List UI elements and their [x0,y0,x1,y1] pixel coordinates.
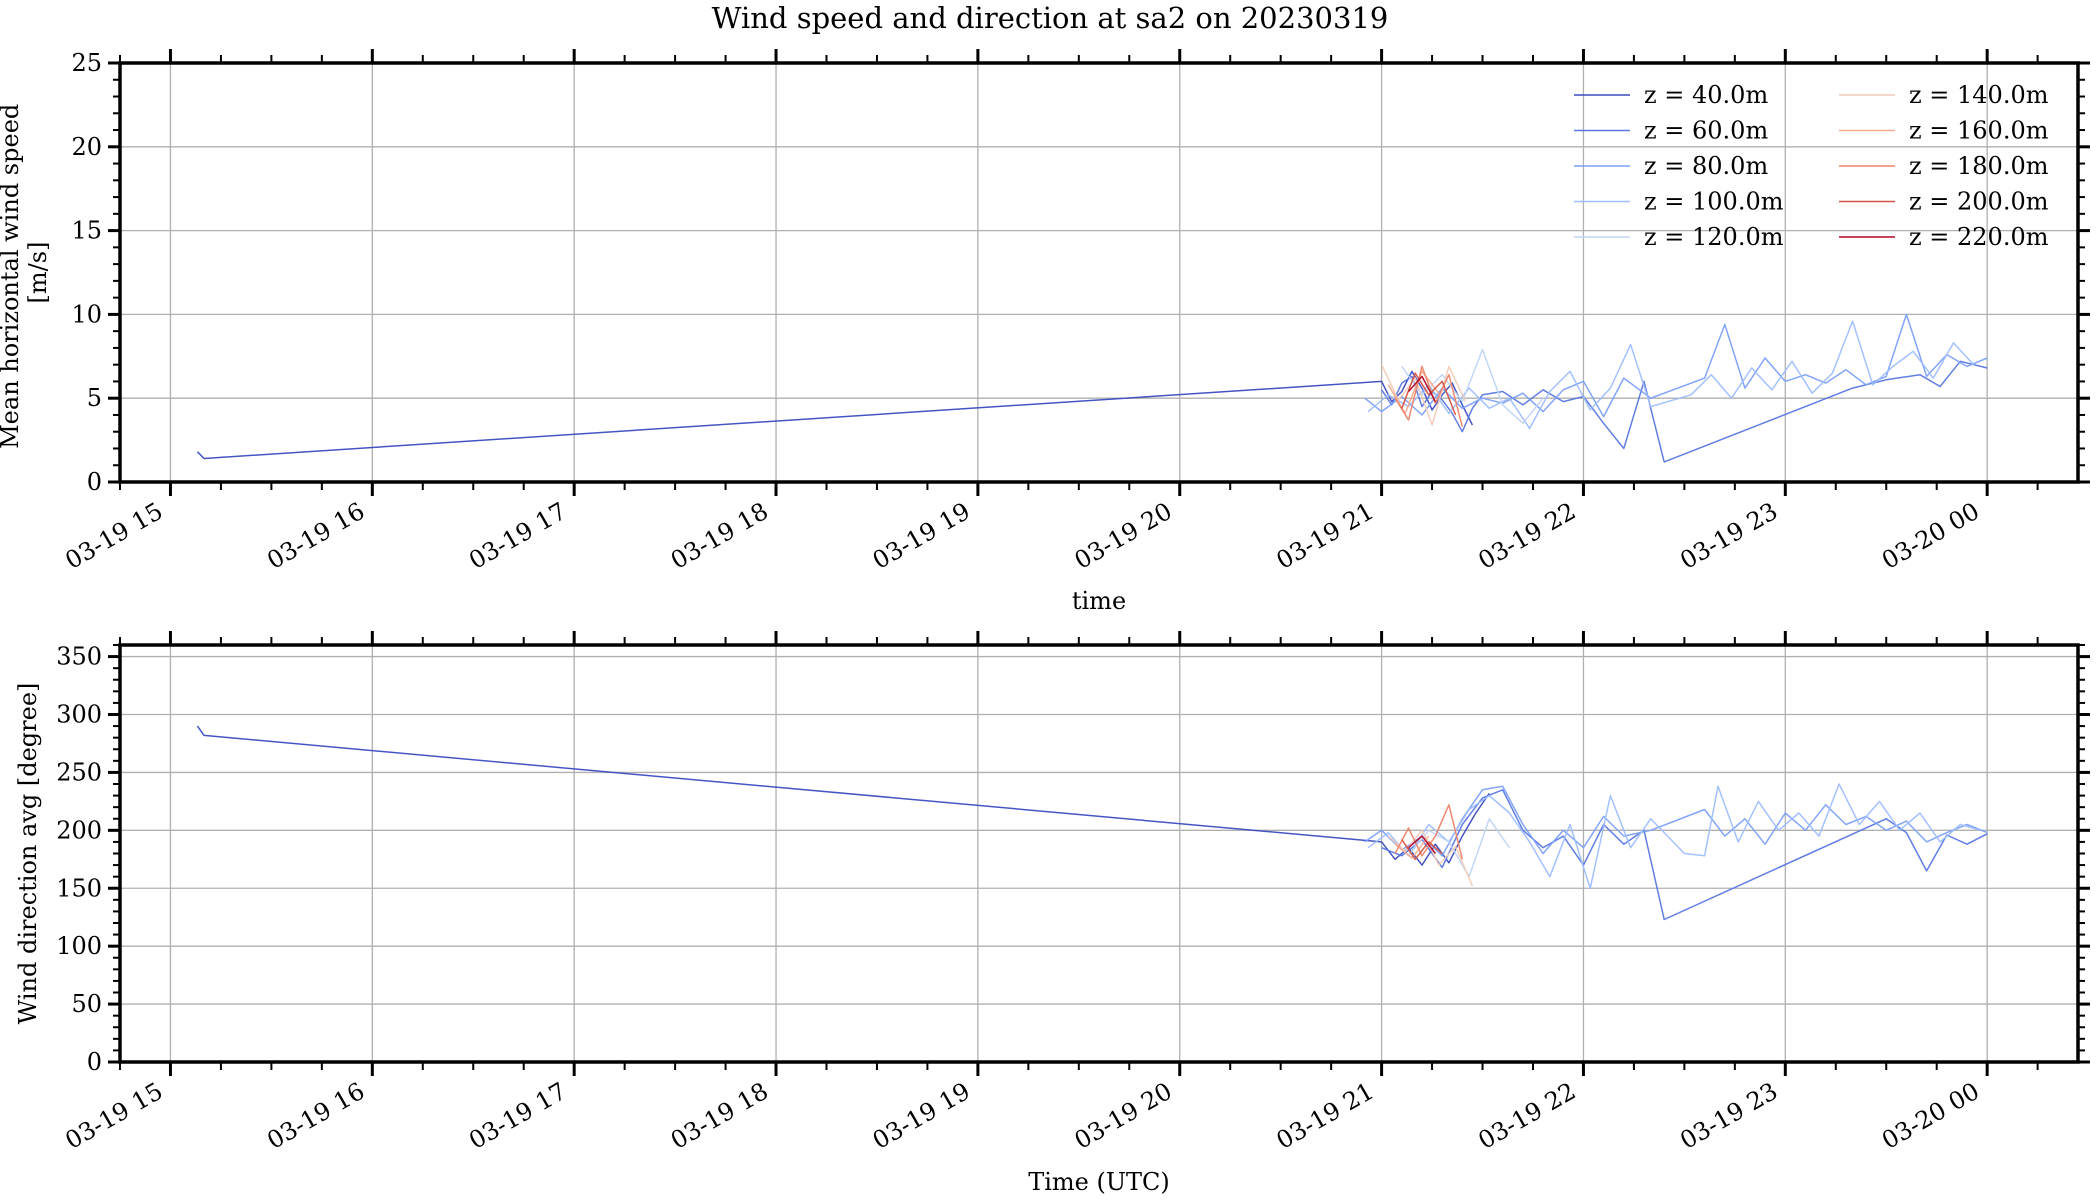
y-tick-label: 200 [56,816,102,844]
y-tick-label: 150 [56,874,102,902]
legend-label-4: z = 100.0m [1644,188,1784,216]
legend: z = 40.0m z = 60.0m z = 80.0m z = 100.0m z =… [1574,81,2049,251]
legend-label-3: z = 80.0m [1644,152,1768,180]
wind-speed-series-group [196,313,1988,463]
wind-direction-series-group [196,725,1988,921]
wind-direction-series-line-4 [1367,783,1981,890]
y-tick-label: 250 [56,758,102,786]
y-tick-label: 350 [56,643,102,671]
wind-speed-axes [118,61,2080,484]
y-tick-label: 50 [71,990,102,1018]
wind-speed-series-line-6 [1380,364,1467,426]
y-tick-label: 100 [56,932,102,960]
y-tick-label: 15 [71,217,102,245]
wind-direction-series-line-5 [1407,818,1511,878]
wind-direction-series-line-10 [1408,835,1436,854]
wind-speed-y-axis-label: Mean horizontal wind speed [m/s] [0,96,52,449]
y-tick-label: 0 [87,1048,102,1076]
wind-speed-series-line-3 [1364,313,1988,418]
wind-speed-axes-frame [118,61,2080,484]
y-tick-label: 25 [71,49,102,77]
wind-direction-series-line-9 [1401,839,1443,861]
y-tick-label: 10 [71,300,102,328]
legend-label-10: z = 220.0m [1909,223,2049,251]
wind-direction-series-line-1 [196,725,1490,866]
figure-title: Wind speed and direction at sa2 on 20230… [712,1,1389,35]
legend-label-9: z = 200.0m [1909,188,2049,216]
legend-label-5: z = 120.0m [1644,223,1784,251]
legend-label-1: z = 40.0m [1644,81,1768,109]
wind-direction-y-axis-label: Wind direction avg [degree] [14,683,42,1025]
wind-speed-series-line-10 [1407,375,1437,402]
y-tick-label: 300 [56,701,102,729]
wind-speed-series-line-5 [1401,348,1544,425]
wind-speed-series-line-9 [1401,372,1457,416]
legend-label-6: z = 140.0m [1909,81,2049,109]
wind-direction-series-line-7 [1394,835,1430,859]
wind-speed-grid [120,62,2078,483]
wind-speed-series-line-1 [196,370,1474,460]
wind-speed-y-axis-label-line-1: Mean horizontal wind speed [0,104,24,449]
y-tick-label: 5 [87,384,102,412]
y-tick-label: 0 [87,468,102,496]
wind-direction-x-axis-label: Time (UTC) [1028,1168,1170,1196]
legend-label-2: z = 60.0m [1644,117,1768,145]
wind-speed-series-line-2 [1380,360,1988,463]
wind-speed-x-axis-label: time [1072,587,1126,615]
wind-speed-series-line-7 [1387,370,1440,415]
wind-speed-series-line-8 [1394,365,1464,427]
wind-speed-y-axis-label-line-2: [m/s] [24,242,52,304]
y-tick-label: 20 [71,133,102,161]
legend-label-7: z = 160.0m [1909,117,2049,145]
legend-label-8: z = 180.0m [1909,152,2049,180]
